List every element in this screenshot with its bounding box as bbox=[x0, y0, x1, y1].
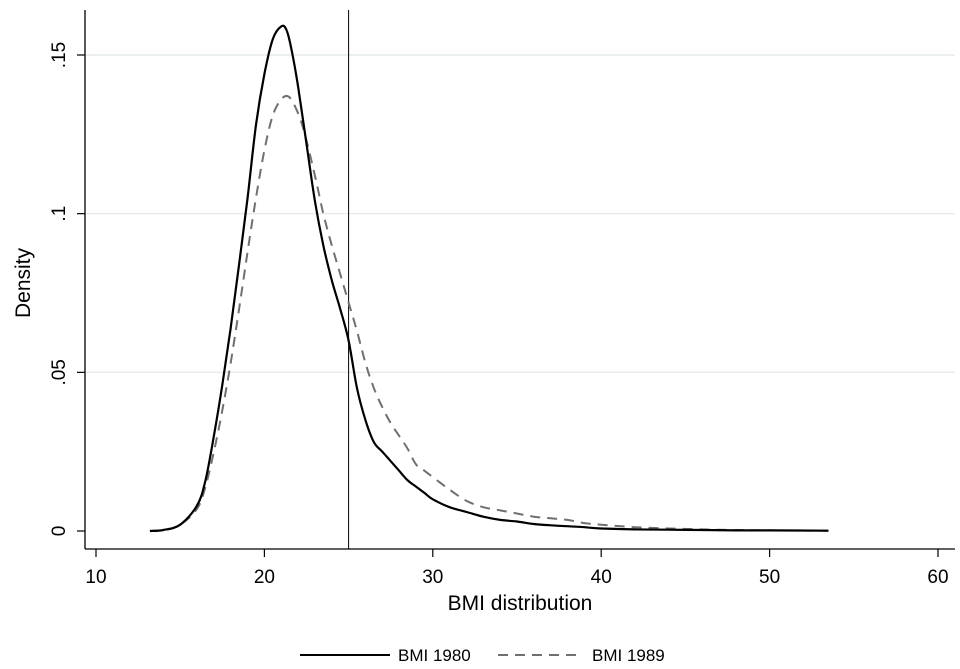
y-ticks: 0 .05 .1 .15 bbox=[49, 42, 85, 537]
series-line-bmi-1980 bbox=[149, 24, 829, 533]
y-tick-label: .15 bbox=[49, 42, 70, 68]
legend: BMI 1980 BMI 1989 bbox=[300, 646, 665, 665]
x-axis-label: BMI distribution bbox=[448, 592, 593, 615]
grid-lines bbox=[86, 54, 955, 374]
x-ticks: 10 20 30 40 50 60 bbox=[85, 549, 949, 588]
x-tick-label: 20 bbox=[254, 567, 275, 588]
x-tick-label: 40 bbox=[591, 567, 612, 588]
series-group bbox=[149, 24, 829, 533]
legend-label-bmi-1980: BMI 1980 bbox=[398, 646, 471, 665]
y-tick-label: .05 bbox=[49, 359, 70, 385]
x-tick-label: 10 bbox=[85, 567, 106, 588]
x-tick-label: 50 bbox=[759, 567, 780, 588]
y-axis-label: Density bbox=[12, 247, 35, 318]
legend-label-bmi-1989: BMI 1989 bbox=[592, 646, 665, 665]
y-tick-label: .1 bbox=[49, 206, 70, 222]
y-tick-label: 0 bbox=[49, 526, 70, 537]
series-line-bmi-1989 bbox=[149, 94, 829, 532]
x-tick-label: 30 bbox=[422, 567, 443, 588]
x-tick-label: 60 bbox=[927, 567, 948, 588]
